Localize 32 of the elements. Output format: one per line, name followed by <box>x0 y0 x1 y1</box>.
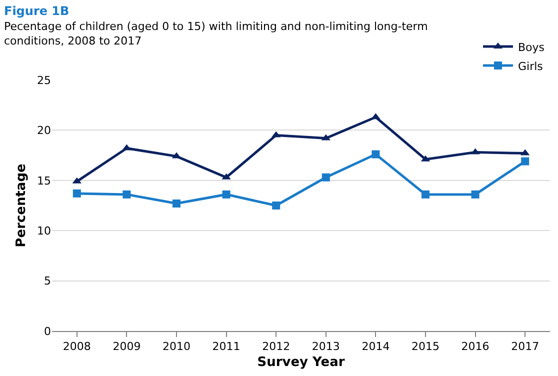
point <box>222 190 230 198</box>
point <box>422 190 430 198</box>
y-tick-label: 25 <box>37 74 51 87</box>
x-tick-label: 2013 <box>312 340 340 354</box>
legend-label: Boys <box>518 40 545 54</box>
y-tick-label: 20 <box>37 124 51 138</box>
y-tick-label: 5 <box>44 274 51 288</box>
x-tick-label: 2017 <box>511 340 540 354</box>
point <box>122 190 131 198</box>
x-tick-label: 2011 <box>212 340 240 354</box>
x-axis-title: Survey Year <box>257 354 346 370</box>
x-tick-label: 2016 <box>461 340 490 354</box>
point <box>521 157 530 166</box>
point <box>272 202 280 210</box>
x-tick-label: 2015 <box>412 340 440 354</box>
x-tick-label: 2009 <box>112 340 141 354</box>
x-tick-label: 2012 <box>262 340 290 354</box>
point <box>471 190 480 198</box>
point <box>172 199 180 208</box>
point <box>322 173 330 182</box>
y-tick-label: 10 <box>37 224 51 238</box>
point <box>372 150 380 158</box>
chart-title: Figure 1B <box>4 4 70 18</box>
chart-subtitle: Pecentage of children (aged 0 to 15) with limiting and non-limiting long-term conditions, 2008 to 2017 <box>4 20 428 48</box>
point <box>72 189 81 198</box>
legend-label: Girls <box>518 60 544 73</box>
x-tick-label: 2014 <box>362 340 390 354</box>
y-tick-label: 0 <box>44 324 51 338</box>
y-tick-label: 15 <box>37 174 51 188</box>
x-tick-label: 2010 <box>162 340 190 354</box>
y-axis-title: Percentage <box>14 164 29 248</box>
x-tick-label: 2008 <box>62 340 91 354</box>
